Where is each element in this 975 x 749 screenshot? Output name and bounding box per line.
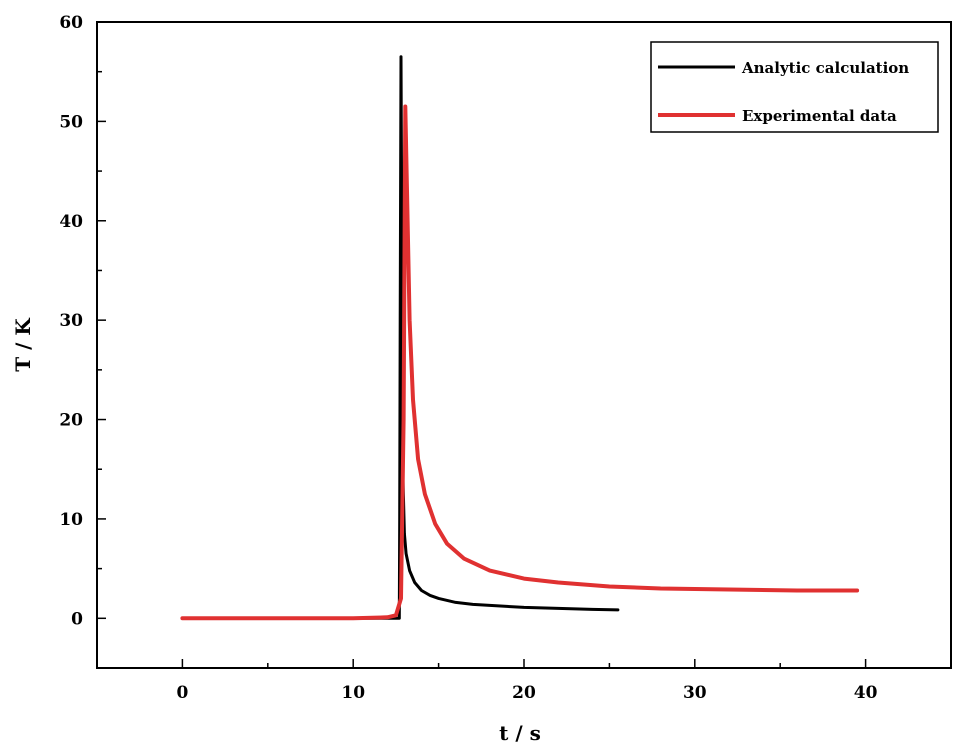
legend: Analytic calculation Experimental data: [650, 41, 939, 133]
y-tick-label: 0: [71, 609, 83, 629]
x-tick-label: 10: [341, 683, 365, 703]
x-tick-label: 0: [176, 683, 188, 703]
series-line-analytic-calculation: [180, 55, 620, 620]
y-tick-label: 60: [59, 13, 83, 33]
x-axis-title: t / s: [499, 721, 541, 745]
x-tick-label: 30: [683, 683, 707, 703]
y-tick-label: 20: [59, 411, 83, 431]
x-tick-label: 40: [854, 683, 878, 703]
y-tick-label: 50: [59, 112, 83, 132]
legend-label: Experimental data: [742, 107, 897, 125]
series-lines: [180, 55, 860, 621]
y-axis-title: T / K: [11, 318, 35, 372]
series-line-experimental-data: [180, 104, 860, 621]
y-tick-label: 40: [59, 212, 83, 232]
legend-label: Analytic calculation: [741, 59, 909, 77]
tick-labels: 0 10 20 30 40 0 10 20 30 40 50 60: [59, 13, 877, 703]
y-tick-label: 10: [59, 510, 83, 530]
axis-ticks: [96, 21, 952, 669]
y-tick-label: 30: [59, 311, 83, 331]
x-tick-label: 20: [512, 683, 536, 703]
